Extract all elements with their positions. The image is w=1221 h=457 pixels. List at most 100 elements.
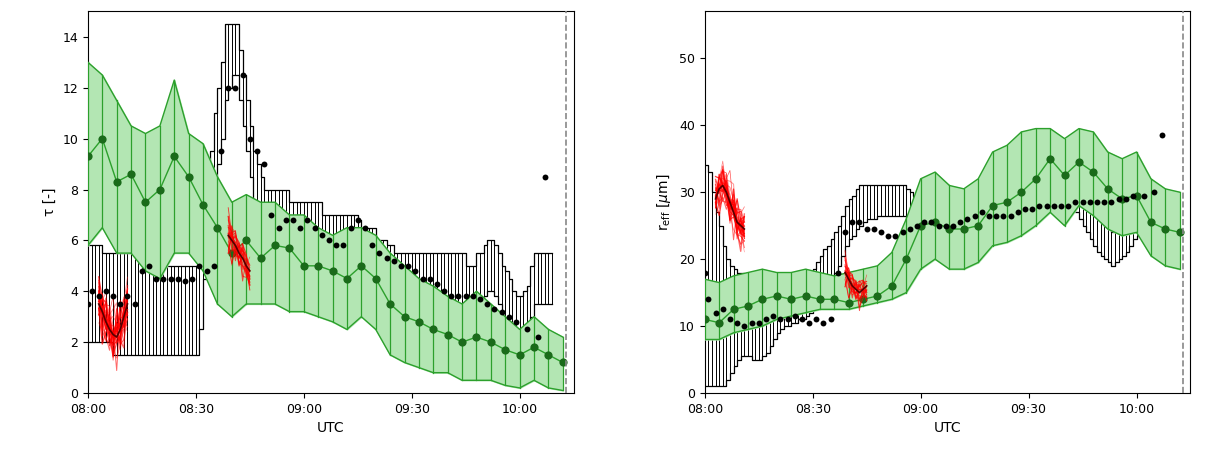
Point <box>998 199 1017 206</box>
Point <box>507 318 526 325</box>
Point <box>538 351 558 358</box>
Point <box>535 173 554 181</box>
Point <box>237 237 256 244</box>
Point <box>1070 159 1089 166</box>
Point <box>885 232 905 239</box>
Point <box>1001 212 1021 219</box>
Point <box>427 280 447 287</box>
Point <box>911 222 930 229</box>
Point <box>193 201 212 208</box>
Point <box>283 216 303 223</box>
Point <box>1026 175 1045 182</box>
Point <box>78 300 98 308</box>
Point <box>828 269 847 276</box>
Point <box>1155 225 1175 233</box>
Point <box>355 224 375 231</box>
Point <box>968 222 988 229</box>
Point <box>937 222 956 229</box>
Point <box>82 287 101 295</box>
Point <box>352 262 371 270</box>
Point <box>1059 202 1078 209</box>
Point <box>463 292 482 300</box>
Point <box>756 316 775 323</box>
Point <box>125 300 144 308</box>
Point <box>313 232 332 239</box>
Point <box>211 148 231 155</box>
Point <box>1087 199 1106 206</box>
Point <box>1015 205 1034 213</box>
Point <box>807 316 827 323</box>
Point <box>1094 199 1114 206</box>
Point <box>1127 192 1147 199</box>
Point <box>922 218 941 226</box>
Point <box>150 186 170 193</box>
Point <box>1151 132 1171 139</box>
Point <box>241 135 260 142</box>
Point <box>950 218 969 226</box>
Point <box>900 225 919 233</box>
Point <box>752 296 772 303</box>
Point <box>695 316 714 323</box>
Point <box>197 267 216 275</box>
Point <box>341 224 360 231</box>
Point <box>524 344 543 351</box>
Point <box>449 292 469 300</box>
Point <box>139 262 159 270</box>
Point <box>492 308 512 315</box>
Point <box>470 295 490 303</box>
Point <box>1109 195 1128 202</box>
Point <box>944 222 963 229</box>
Point <box>850 218 869 226</box>
Point <box>1134 192 1154 199</box>
Point <box>442 292 462 300</box>
Point <box>438 331 458 338</box>
Point <box>785 313 805 320</box>
Point <box>93 135 112 142</box>
Point <box>121 170 140 178</box>
Point <box>929 222 949 229</box>
Point <box>739 303 758 310</box>
Point <box>136 199 155 206</box>
Point <box>1009 208 1028 216</box>
Point <box>800 319 819 326</box>
Point <box>983 202 1002 209</box>
Point <box>117 292 137 300</box>
Point <box>706 309 725 316</box>
Point <box>176 277 195 285</box>
Point <box>516 326 536 333</box>
Point <box>154 275 173 282</box>
Point <box>247 148 266 155</box>
Point <box>748 319 768 326</box>
Point <box>926 218 945 226</box>
Point <box>305 224 325 231</box>
Point <box>394 313 414 320</box>
Point <box>857 225 877 233</box>
Point <box>872 228 891 236</box>
Point <box>695 269 714 276</box>
Point <box>165 153 184 160</box>
Point <box>452 339 471 346</box>
Point <box>179 173 199 181</box>
Point <box>824 296 844 303</box>
Point <box>291 224 310 231</box>
Point <box>896 255 916 263</box>
Point <box>1012 189 1032 196</box>
Point <box>319 237 338 244</box>
Point <box>510 351 530 358</box>
Point <box>222 250 242 257</box>
Point <box>405 267 425 275</box>
Point <box>89 292 109 300</box>
Point <box>864 225 884 233</box>
Point <box>1083 169 1103 176</box>
Point <box>810 296 829 303</box>
Point <box>496 346 515 353</box>
Point <box>1101 199 1121 206</box>
Point <box>1029 202 1049 209</box>
Point <box>994 212 1013 219</box>
Point <box>499 313 519 320</box>
Point <box>276 216 295 223</box>
Point <box>1040 155 1060 162</box>
Point <box>477 300 497 308</box>
Point <box>309 262 328 270</box>
Point <box>391 262 410 270</box>
